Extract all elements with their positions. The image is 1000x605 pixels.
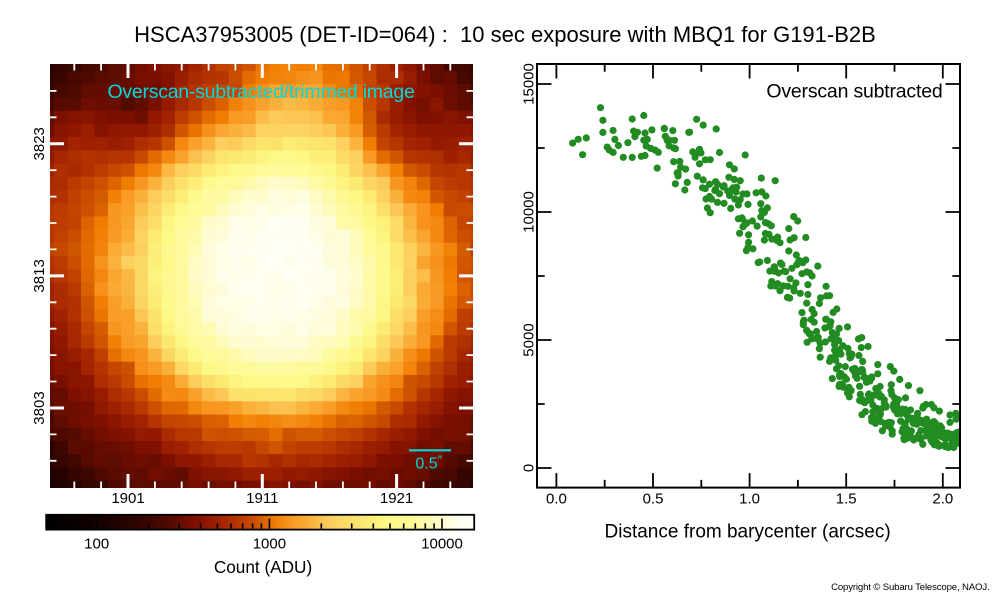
svg-text:3823: 3823 bbox=[31, 127, 48, 160]
svg-text:0: 0 bbox=[521, 464, 538, 472]
svg-text:3813: 3813 bbox=[31, 259, 48, 292]
svg-text:1921: 1921 bbox=[380, 490, 413, 507]
svg-text:0.5″: 0.5″ bbox=[415, 454, 442, 473]
svg-text:0.0: 0.0 bbox=[546, 491, 567, 508]
svg-text:0.5: 0.5 bbox=[643, 491, 664, 508]
svg-text:10000: 10000 bbox=[521, 191, 538, 233]
svg-text:1911: 1911 bbox=[246, 490, 278, 507]
svg-text:HSCA37953005 (DET-ID=064) : 1: HSCA37953005 (DET-ID=064) : 10 sec expos… bbox=[134, 22, 876, 47]
svg-text:1.5: 1.5 bbox=[836, 491, 857, 508]
svg-text:15000: 15000 bbox=[521, 63, 538, 105]
svg-text:1.0: 1.0 bbox=[739, 491, 760, 508]
svg-text:2.0: 2.0 bbox=[932, 491, 953, 508]
svg-text:5000: 5000 bbox=[521, 323, 538, 356]
svg-text:Distance from barycenter (arcs: Distance from barycenter (arcsec) bbox=[605, 522, 891, 543]
svg-text:Overscan-subtracted/trimmed im: Overscan-subtracted/trimmed image bbox=[107, 81, 414, 103]
svg-text:Count (ADU): Count (ADU) bbox=[214, 557, 312, 577]
svg-text:Overscan subtracted: Overscan subtracted bbox=[766, 81, 942, 103]
svg-text:10000: 10000 bbox=[421, 535, 463, 552]
svg-text:100: 100 bbox=[84, 535, 109, 552]
svg-text:Copyright © Subaru Telescope,: Copyright © Subaru Telescope, NAOJ. bbox=[831, 582, 989, 593]
svg-text:1901: 1901 bbox=[111, 490, 144, 507]
svg-text:3803: 3803 bbox=[31, 391, 48, 424]
svg-text:1000: 1000 bbox=[253, 535, 286, 552]
